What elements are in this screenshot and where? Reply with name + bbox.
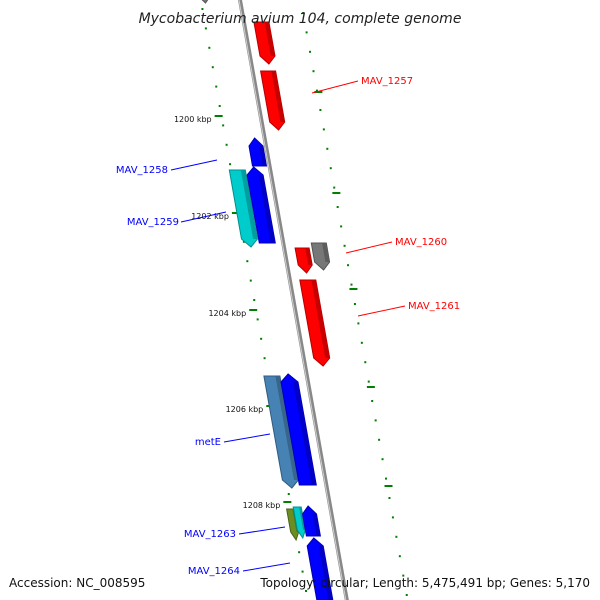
gene-label-MAV_1263[interactable]: MAV_1263 [184,529,236,540]
backbone-highlight [238,0,347,600]
tick-mark [287,493,290,495]
feature-shade [312,514,321,536]
feature-shade [259,146,267,166]
scale-label-1206-kbp: 1206 kbp [226,405,264,414]
gene-label-metE[interactable]: metE [195,437,221,448]
tick-mark [229,163,232,166]
accession-text: Accession: NC_008595 [9,576,145,590]
tick-mark [312,70,315,73]
tick-mark [215,85,218,88]
tick-mark [388,497,391,499]
feature-shade [322,243,330,262]
scale-label-1204-kbp: 1204 kbp [208,309,246,318]
tick-mark [301,570,304,573]
tick-mark [222,124,225,127]
tick-mark [405,594,408,596]
gene-label-MAV_1260[interactable]: MAV_1260 [395,237,447,248]
tick-mark [201,8,204,10]
tick-mark [315,89,318,92]
tick-mark [302,12,305,14]
scale-label-1200-kbp: 1200 kbp [174,115,212,124]
feature-shade [299,507,306,530]
tick-mark [371,400,374,402]
backbone-line [237,0,349,600]
tick-mark [225,143,228,146]
feature-shade [305,248,313,265]
feature-shade [271,71,285,122]
tick-mark [208,46,211,49]
gene-label-MAV_1258[interactable]: MAV_1258 [116,165,168,176]
leader-line [311,80,359,94]
tick-mark [211,66,214,69]
leader-line [357,305,406,317]
feature-shade [275,376,299,480]
tick-mark [249,279,252,282]
feature-shade [293,382,317,485]
tick-mark [378,438,381,441]
feature-shade [311,280,330,358]
tick-mark [360,341,363,344]
tick-mark [256,318,259,321]
map-title: Mycobacterium avium 104, complete genome [139,11,462,27]
leader-line [170,159,218,171]
leader-line [180,211,227,223]
tick-mark [391,516,394,519]
tick-mark [260,337,263,340]
tick-mark [218,105,221,107]
leader-line [238,526,286,535]
tick-mark [364,361,367,364]
tick-mark [336,206,339,208]
tick-mark [367,380,370,383]
gene-features [197,0,334,600]
gene-label-MAV_1264[interactable]: MAV_1264 [188,566,240,577]
tick-mark [402,574,405,577]
tick-mark [305,590,308,592]
tick-mark [357,322,360,325]
tick-mark [319,109,322,111]
tick-mark [309,50,312,53]
feature-shade [258,175,276,243]
tick-mark [385,477,388,480]
tick-mark [398,555,401,558]
tick-mark [350,283,353,286]
tick-mark [395,535,398,538]
feature-shade [264,22,275,56]
scale-label-1202-kbp: 1202 kbp [191,212,229,221]
tick-mark [204,27,207,30]
tick-mark [333,186,336,189]
tick-mark [340,225,343,228]
leader-line [242,562,291,572]
genome-backbone [237,0,349,600]
tick-mark [298,551,301,554]
gene-label-MAV_1257[interactable]: MAV_1257 [361,76,413,87]
tick-mark [242,240,245,243]
tick-mark [246,260,249,263]
gene-label-MAV_1259[interactable]: MAV_1259 [127,217,179,228]
tick-mark [253,299,256,301]
leader-line [345,241,393,254]
tick-mark [263,357,266,360]
tick-mark [326,147,329,150]
tick-mark [322,128,325,131]
tick-mark [347,264,350,267]
tick-mark [353,303,356,305]
feature-shade [240,170,258,239]
tick-mark [329,167,332,170]
tick-mark [343,244,346,247]
leader-line [223,433,271,443]
feature-shade [318,546,333,600]
genome-summary-text: Topology: circular; Length: 5,475,491 bp… [259,576,590,590]
gene-feature[interactable] [197,0,211,4]
tick-mark [374,419,377,422]
tick-mark [381,458,384,461]
tick-marks: 1200 kbp 1202 kbp 1204 kbp 1206 kbp 1208 kbp [174,8,408,596]
scale-label-1208-kbp: 1208 kbp [243,501,281,510]
tick-mark [305,31,308,34]
feature-labels: MAV_1257 MAV_1258 MAV_1259 MAV_1260 MAV_1261… [116,76,460,577]
gene-label-MAV_1261[interactable]: MAV_1261 [408,301,460,312]
